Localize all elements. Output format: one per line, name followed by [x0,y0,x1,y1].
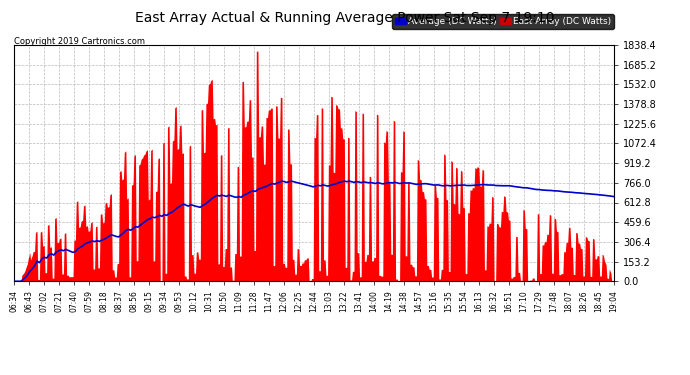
Text: East Array Actual & Running Average Power Sat Sep 7 19:10: East Array Actual & Running Average Powe… [135,11,555,25]
Legend: Average (DC Watts), East Array (DC Watts): Average (DC Watts), East Array (DC Watts… [392,14,614,29]
Text: Copyright 2019 Cartronics.com: Copyright 2019 Cartronics.com [14,38,145,46]
